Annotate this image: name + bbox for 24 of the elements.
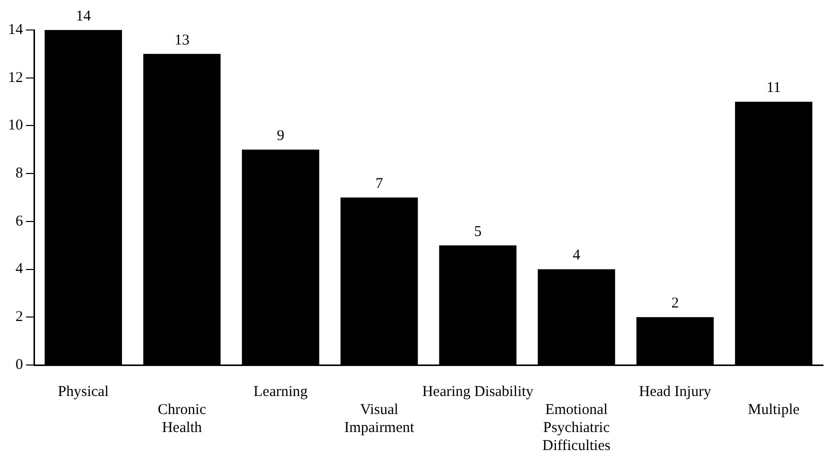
x-tick-label: Multiple [748, 402, 800, 418]
y-tick-label: 12 [8, 70, 23, 86]
data-label: 11 [766, 80, 781, 96]
y-tick-label: 4 [16, 261, 24, 278]
y-tick-label: 10 [8, 118, 23, 134]
data-label: 7 [375, 176, 384, 192]
data-label: 14 [76, 8, 92, 24]
y-tick-label: 8 [16, 166, 23, 182]
y-tick-label: 0 [16, 356, 23, 373]
data-label: 4 [572, 248, 581, 264]
x-tick-label: Hearing Disability [422, 384, 534, 400]
data-label: 2 [671, 296, 679, 312]
y-tick-label: 6 [16, 213, 24, 230]
x-tick-label: Head Injury [639, 384, 712, 400]
data-label: 5 [474, 224, 482, 240]
x-tick-label: Visual Impairment [344, 402, 416, 436]
x-tick-label: Chronic Health [158, 402, 206, 436]
x-tick-label: Emotional Psychiatric Difficulties [542, 402, 611, 454]
data-label: 13 [174, 32, 190, 48]
x-tick-label: Physical [58, 384, 109, 400]
data-label: 9 [276, 128, 284, 144]
y-tick-label: 14 [8, 22, 24, 38]
y-tick-label: 2 [16, 309, 23, 326]
x-tick-label: Learning [253, 384, 308, 400]
